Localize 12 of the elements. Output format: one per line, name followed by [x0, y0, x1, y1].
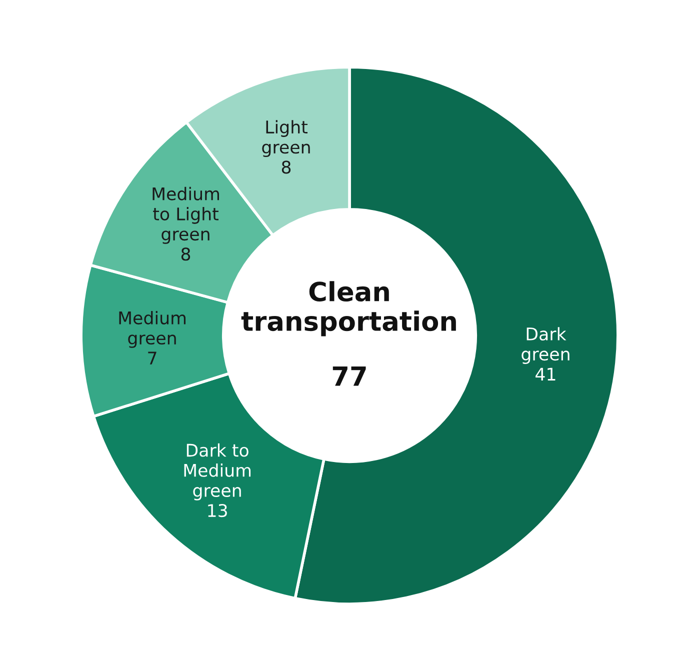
data-label: 41 — [536, 368, 556, 380]
data-label: 7 — [148, 352, 156, 364]
slice-label: Medium green — [119, 311, 186, 348]
slice-label: Dark green — [522, 327, 570, 364]
slice-label: Medium to Light green — [152, 186, 219, 244]
text: Clean transportation — [241, 281, 456, 336]
slice-label: Dark to Medium green — [184, 443, 251, 500]
data-label: 8 — [181, 248, 190, 261]
data-label: 8 — [282, 160, 291, 174]
slice-label: Light green — [262, 120, 310, 158]
data-label: 13 — [208, 504, 227, 518]
text: 77 — [332, 366, 366, 386]
